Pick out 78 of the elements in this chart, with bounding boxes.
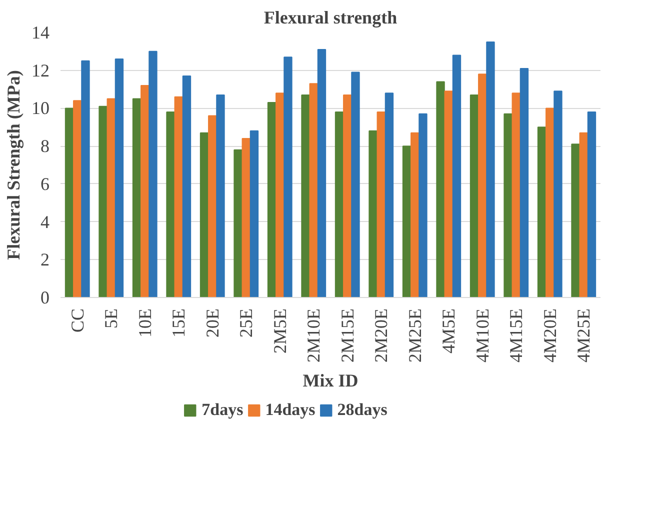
x-tick-label: 20E	[202, 308, 222, 338]
y-tick-label: 8	[40, 136, 50, 156]
bar	[554, 90, 562, 298]
bar	[351, 72, 360, 298]
y-tick-label: 4	[40, 212, 50, 232]
bar	[317, 49, 326, 298]
bar	[478, 74, 487, 298]
bar	[106, 98, 116, 298]
bar	[537, 126, 546, 298]
y-tick-label: 12	[32, 60, 50, 80]
y-tick-label: 10	[32, 98, 50, 118]
bar	[402, 146, 412, 298]
x-axis-title: Mix ID	[302, 370, 358, 390]
chart-title: Flexural strength	[264, 8, 398, 28]
bar	[309, 83, 318, 298]
legend-label: 28days	[337, 400, 388, 420]
x-tick-label: 4M15E	[506, 308, 526, 362]
bar	[114, 58, 124, 298]
x-tick-label: 2M20E	[371, 308, 392, 362]
bar	[444, 90, 453, 298]
x-tick-label: 2M15E	[337, 308, 358, 362]
bar	[242, 138, 250, 298]
x-tick-label: 4M20E	[540, 308, 560, 362]
bar	[276, 92, 284, 298]
bar	[208, 115, 217, 298]
x-tick-label: 4M10E	[472, 308, 492, 362]
legend-label: 14days	[265, 400, 316, 420]
bar	[452, 54, 462, 298]
bar	[368, 130, 378, 298]
legend-label: 7days	[202, 400, 244, 420]
y-tick-label: 2	[40, 250, 50, 270]
bar	[587, 112, 596, 298]
bar	[200, 132, 209, 298]
x-tick-label: 10E	[134, 308, 155, 338]
bar	[250, 130, 259, 298]
bar	[132, 98, 142, 298]
bar	[301, 94, 310, 298]
bar	[216, 94, 225, 298]
bar	[174, 96, 183, 298]
x-tick-label: 5E	[101, 308, 122, 328]
bar	[182, 76, 192, 298]
bar	[571, 144, 580, 298]
bar	[234, 149, 242, 298]
y-tick-label: 6	[40, 174, 50, 194]
bar	[166, 112, 175, 298]
bar	[334, 112, 344, 298]
bar	[410, 132, 420, 298]
bar	[284, 56, 292, 298]
x-tick-label: 25E	[236, 308, 256, 338]
bar	[546, 108, 554, 298]
x-tick-label: 2M25E	[404, 308, 425, 362]
bar	[520, 68, 529, 298]
bar	[579, 132, 588, 298]
bar	[343, 94, 352, 298]
x-tick-label: 4M5E	[438, 308, 459, 354]
bar	[376, 112, 386, 298]
x-tick-label: CC	[67, 308, 88, 333]
bar	[486, 41, 495, 298]
y-tick-label: 0	[40, 288, 50, 308]
bar	[73, 100, 82, 298]
bar	[512, 92, 520, 298]
y-tick-label: 14	[32, 22, 50, 42]
bar	[504, 113, 512, 298]
bar	[418, 113, 428, 298]
bar	[267, 102, 276, 298]
x-tick-label: 2M10E	[304, 308, 324, 362]
bar	[148, 50, 158, 298]
bar	[436, 81, 445, 298]
bar	[98, 106, 108, 298]
bar	[64, 108, 74, 298]
x-tick-label: 4M25E	[574, 308, 594, 362]
y-axis-title: Flexural Strength (MPa)	[4, 70, 24, 260]
x-tick-label: 2M5E	[270, 308, 290, 354]
x-tick-label: 15E	[168, 308, 189, 338]
bar	[384, 92, 394, 298]
bar	[81, 60, 90, 298]
bar	[140, 85, 150, 298]
bar	[470, 94, 479, 298]
